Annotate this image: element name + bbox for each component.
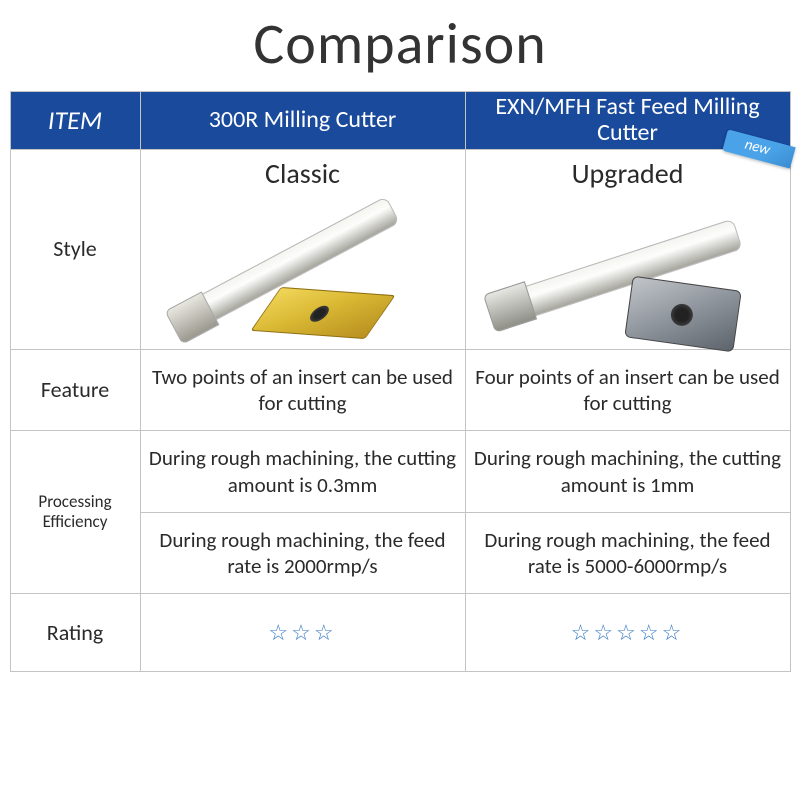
processing-b1: During rough machining, the cutting amou… [465, 431, 790, 513]
style-cell-b: Upgraded [465, 149, 790, 349]
product-image-a [153, 195, 453, 345]
row-label-processing: Processing Efficiency [10, 431, 140, 594]
row-label-feature: Feature [10, 349, 140, 431]
processing-b2: During rough machining, the feed rate is… [465, 512, 790, 594]
row-label-rating: Rating [10, 594, 140, 672]
row-rating: Rating ☆☆☆ ☆☆☆☆☆ [10, 594, 790, 672]
stars-a: ☆☆☆ [268, 619, 336, 646]
row-label-style: Style [10, 149, 140, 349]
header-product-a: 300R Milling Cutter [140, 92, 465, 150]
comparison-table: ITEM 300R Milling Cutter EXN/MFH Fast Fe… [10, 91, 791, 672]
product-image-b [478, 195, 778, 345]
rating-a: ☆☆☆ [140, 594, 465, 672]
style-cell-a: Classic [140, 149, 465, 349]
rating-b: ☆☆☆☆☆ [465, 594, 790, 672]
processing-a1: During rough machining, the cutting amou… [140, 431, 465, 513]
header-item: ITEM [10, 92, 140, 150]
header-row: ITEM 300R Milling Cutter EXN/MFH Fast Fe… [10, 92, 790, 150]
feature-a: Two points of an insert can be used for … [140, 349, 465, 431]
style-title-b: Upgraded [470, 156, 786, 191]
processing-a2: During rough machining, the feed rate is… [140, 512, 465, 594]
header-product-b-label: EXN/MFH Fast Feed Milling Cutter [495, 92, 759, 147]
row-feature: Feature Two points of an insert can be u… [10, 349, 790, 431]
feature-b: Four points of an insert can be used for… [465, 349, 790, 431]
style-title-a: Classic [145, 156, 461, 191]
stars-b: ☆☆☆☆☆ [571, 619, 685, 646]
header-product-b: EXN/MFH Fast Feed Milling Cutter new [465, 92, 790, 150]
row-style: Style Classic Upgraded [10, 149, 790, 349]
page-title: Comparison [0, 8, 800, 79]
row-processing-1: Processing Efficiency During rough machi… [10, 431, 790, 513]
